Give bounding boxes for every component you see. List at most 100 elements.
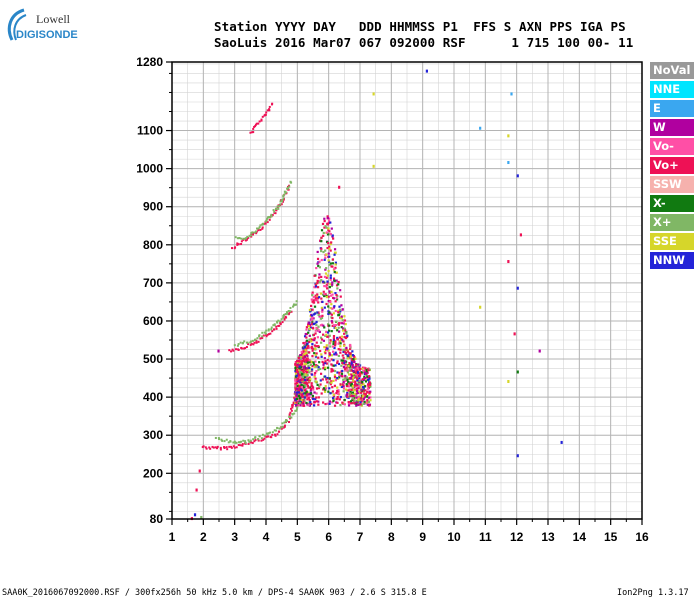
spread-f-point xyxy=(363,396,366,399)
spread-f-point xyxy=(349,390,352,393)
isolated-point xyxy=(507,260,510,264)
trace-point-X+ xyxy=(249,341,252,344)
trace-point-Vo+ xyxy=(245,345,248,348)
trace-point-X+ xyxy=(268,215,271,218)
spread-f-point xyxy=(295,368,299,371)
spread-f-point xyxy=(302,374,305,377)
spread-f-point xyxy=(333,248,337,251)
spread-f-point xyxy=(341,308,344,311)
spread-f-point xyxy=(337,311,340,314)
trace-point-Vo+ xyxy=(274,212,277,215)
trace-point-Vo+ xyxy=(249,131,252,134)
trace-point-X+ xyxy=(279,203,282,206)
trace-point-Vo+ xyxy=(230,350,233,353)
trace-point-Vo+ xyxy=(265,333,268,336)
spread-f-point xyxy=(323,390,327,393)
spread-f-point xyxy=(305,382,309,386)
trace-point-X+ xyxy=(284,313,287,316)
spread-f-point xyxy=(303,400,306,403)
spread-f-point xyxy=(316,299,319,302)
spread-f-point xyxy=(296,362,299,365)
spread-f-point xyxy=(347,396,350,399)
spread-f-point xyxy=(351,398,354,401)
spread-f-point xyxy=(304,374,307,377)
trace-point-Vo+ xyxy=(278,324,281,327)
x-tick-label: 16 xyxy=(635,530,649,544)
trace-point-Vo+ xyxy=(259,337,262,340)
spread-f-point xyxy=(339,310,342,313)
trace-point-Vo+ xyxy=(288,413,291,416)
spread-f-point xyxy=(309,389,312,392)
trace-point-X+ xyxy=(271,431,274,434)
trace-point-X+ xyxy=(281,425,284,428)
trace-point-Vo+ xyxy=(215,447,218,450)
spread-f-point xyxy=(296,384,299,388)
trace-point-Vo+ xyxy=(219,446,222,449)
spread-f-point xyxy=(353,392,356,395)
spread-f-point xyxy=(332,393,335,397)
spread-f-point xyxy=(299,354,302,357)
spread-f-point xyxy=(319,372,323,375)
spread-f-point xyxy=(322,361,325,365)
spread-f-point xyxy=(332,398,335,401)
spread-f-point xyxy=(358,376,361,380)
trace-point-X+ xyxy=(261,331,264,334)
trace-point-X+ xyxy=(278,427,281,430)
spread-f-point xyxy=(327,295,330,298)
spread-f-point xyxy=(336,336,339,340)
trace-point-Vo+ xyxy=(240,243,243,246)
spread-f-point xyxy=(305,357,308,360)
trace-point-Vo+ xyxy=(261,336,264,339)
spread-f-point xyxy=(326,246,329,250)
spread-f-point xyxy=(320,353,323,356)
spread-f-point xyxy=(351,395,354,398)
spread-f-point xyxy=(324,272,328,275)
y-tick-label: 600 xyxy=(143,314,163,328)
spread-f-point xyxy=(335,298,339,301)
trace-point-Vo+ xyxy=(209,447,212,450)
spread-f-point xyxy=(366,395,369,398)
spread-f-point xyxy=(326,358,329,362)
trace-point-X+ xyxy=(263,434,266,437)
spread-f-point xyxy=(336,377,339,380)
trace-point-X+ xyxy=(252,438,255,441)
trace-point-Vo+ xyxy=(290,409,293,412)
spread-f-point xyxy=(326,366,330,369)
spread-f-point xyxy=(314,322,317,325)
spread-f-point xyxy=(325,302,328,306)
spread-f-point xyxy=(331,401,334,404)
spread-f-point xyxy=(308,376,311,379)
spread-f-point xyxy=(311,294,314,297)
spread-f-point xyxy=(322,363,325,366)
spread-f-point xyxy=(308,398,311,402)
trace-point-Vo+ xyxy=(265,111,268,114)
logo-line2: DIGISONDE xyxy=(16,29,78,41)
isolated-point xyxy=(372,164,375,168)
spread-f-point xyxy=(366,387,370,390)
spread-f-point xyxy=(294,384,297,387)
spread-f-point xyxy=(314,298,317,302)
spread-f-point xyxy=(333,384,337,387)
trace-point-Vo+ xyxy=(232,445,235,448)
header-values: SaoLuis 2016 Mar07 067 092000 RSF 1 715 … xyxy=(214,35,634,50)
spread-f-point xyxy=(369,390,372,393)
spread-f-point xyxy=(364,393,368,396)
spread-f-point xyxy=(342,361,346,365)
trace-point-Vo+ xyxy=(228,445,231,448)
spread-f-point xyxy=(298,402,302,405)
trace-point-Vo+ xyxy=(236,243,239,246)
spread-f-point xyxy=(309,377,312,381)
spread-f-point xyxy=(324,360,327,363)
trace-point-Vo+ xyxy=(275,327,278,330)
spread-f-point xyxy=(337,323,341,326)
spread-f-point xyxy=(358,366,361,369)
spread-f-point xyxy=(315,327,318,331)
spread-f-point xyxy=(354,366,357,369)
spread-f-point xyxy=(320,229,324,232)
trace-point-X+ xyxy=(254,338,257,341)
spread-f-point xyxy=(343,319,347,322)
spread-f-point xyxy=(361,380,364,384)
spread-f-point xyxy=(343,336,346,339)
trace-point-Vo+ xyxy=(219,448,222,451)
spread-f-point xyxy=(357,398,360,401)
